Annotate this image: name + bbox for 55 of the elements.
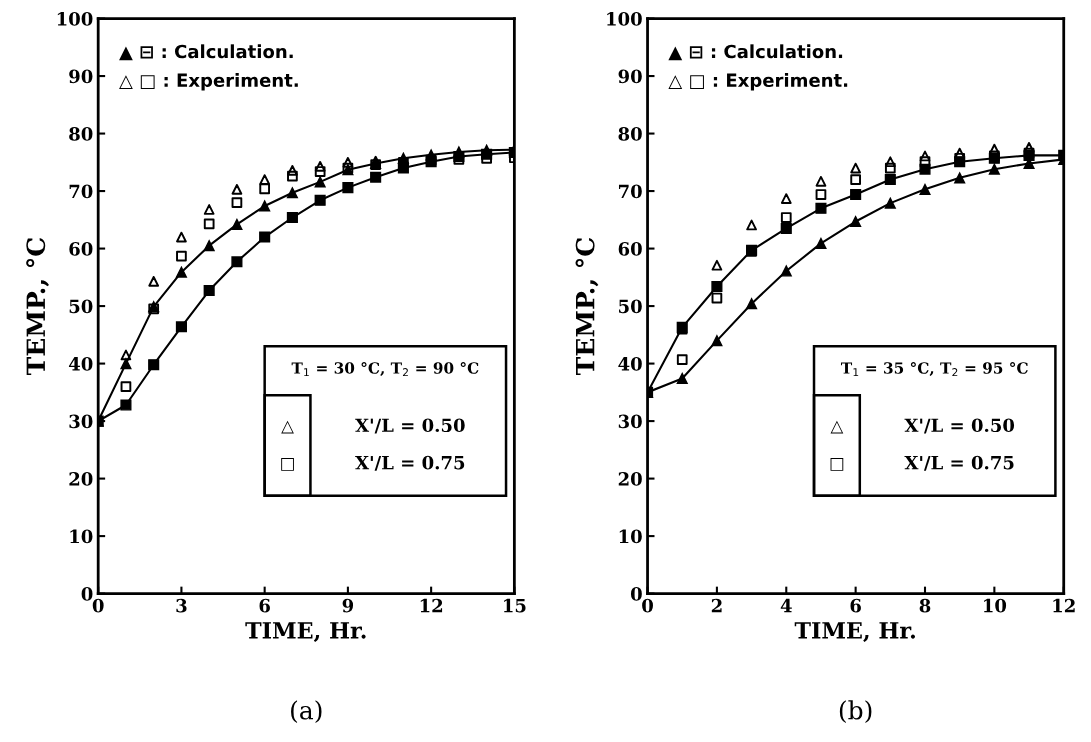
text: (b) (839, 700, 872, 724)
annotation: □ (830, 458, 844, 471)
y-tick-label: 10 (619, 529, 642, 544)
y-tick-label: 50 (69, 299, 93, 314)
x-tick-label: 6 (850, 598, 861, 613)
x-tick-label: 4 (780, 598, 792, 613)
y-tick-label: 0 (81, 587, 93, 601)
y-axis-title: TEMP., °C (575, 238, 599, 376)
x-tick-label: 12 (420, 598, 443, 613)
x-tick-label: 3 (176, 598, 187, 613)
x-tick-label: 12 (1053, 598, 1075, 613)
annotation: X'/L = 0.50 (355, 418, 465, 434)
annotation: △ (281, 420, 294, 434)
annotation: ▲ ⊟ : Calculation. (668, 44, 843, 61)
annotation: ▲ ⊟ : Calculation. (119, 44, 293, 61)
x-tick-label: 8 (919, 598, 931, 613)
annotation: T$_{1}$ = 35 °C, T$_{2}$ = 95 °C (841, 362, 1028, 377)
y-tick-label: 0 (630, 587, 642, 601)
x-tick-label: 15 (504, 598, 526, 613)
annotation: T$_{1}$ = 30 °C, T$_{2}$ = 90 °C (291, 362, 479, 377)
text: (a) (291, 700, 322, 724)
annotation: △ (830, 420, 844, 434)
y-tick-label: 30 (618, 414, 642, 429)
annotation: X'/L = 0.75 (355, 455, 465, 471)
y-axis-title: TEMP., °C (26, 238, 50, 376)
annotation: X'/L = 0.75 (904, 455, 1014, 471)
y-tick-label: 70 (618, 184, 642, 199)
y-tick-label: 50 (619, 299, 642, 314)
y-tick-label: 70 (69, 184, 93, 199)
annotation: △ □ : Experiment. (119, 73, 298, 91)
y-tick-label: 100 (57, 12, 93, 26)
y-tick-label: 80 (69, 127, 93, 141)
y-tick-label: 40 (618, 357, 642, 371)
y-tick-label: 20 (69, 472, 93, 486)
y-tick-label: 90 (69, 69, 93, 84)
x-tick-label: 6 (259, 598, 270, 613)
x-tick-label: 0 (92, 598, 104, 613)
y-tick-label: 20 (618, 472, 642, 486)
y-tick-label: 60 (618, 242, 642, 256)
y-tick-label: 10 (70, 529, 93, 544)
x-tick-label: 10 (984, 598, 1007, 613)
x-axis-title: TIME, Hr. (245, 622, 366, 643)
y-tick-label: 30 (69, 414, 93, 429)
y-tick-label: 100 (607, 12, 642, 26)
x-tick-label: 9 (342, 598, 354, 613)
y-tick-label: 60 (69, 242, 93, 256)
x-axis-title: TIME, Hr. (794, 622, 916, 643)
y-tick-label: 80 (618, 127, 642, 141)
x-tick-label: 2 (711, 598, 722, 613)
annotation: X'/L = 0.50 (904, 418, 1015, 434)
annotation: △ □ : Experiment. (668, 73, 848, 91)
y-tick-label: 90 (618, 69, 642, 84)
annotation: □ (281, 458, 294, 471)
x-tick-label: 0 (642, 598, 653, 613)
y-tick-label: 40 (68, 357, 93, 371)
